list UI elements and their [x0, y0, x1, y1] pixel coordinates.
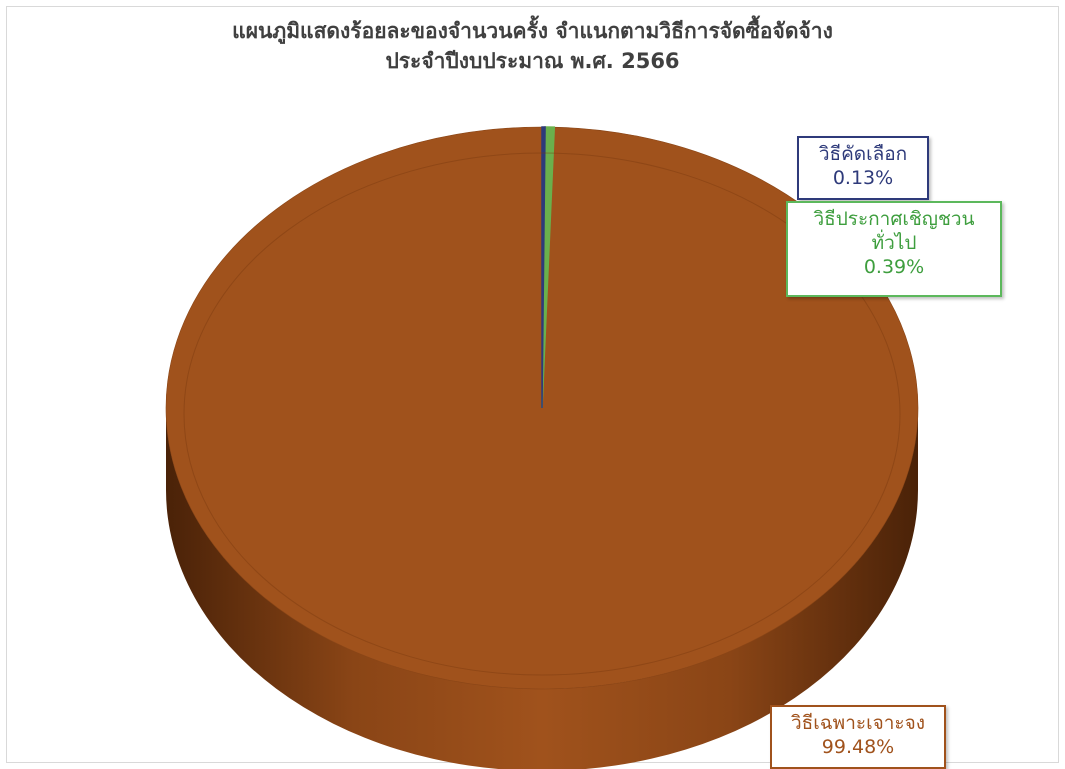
data-label-open-value: 0.39% — [863, 256, 925, 278]
data-label-open-invitation-method: วิธีประกาศเชิญชวน ทั่วไป 0.39% — [786, 201, 1002, 297]
chart-title-line-1: แผนภูมิแสดงร้อยละของจำนวนครั้ง จำแนกตามว… — [232, 19, 833, 43]
pie-slice-วิธีคัดเลือก — [541, 126, 546, 409]
data-label-selection-method: วิธีคัดเลือก 0.13% — [797, 136, 929, 200]
data-label-specific-method: วิธีเฉพาะเจาะจง 99.48% — [770, 705, 946, 769]
data-label-specific-name: วิธีเฉพาะเจาะจง — [790, 712, 925, 734]
data-label-specific-value: 99.48% — [821, 736, 895, 758]
pie-slices — [165, 126, 919, 769]
data-label-open-name-line-1: วิธีประกาศเชิญชวน — [813, 208, 975, 230]
pie-bevel-ring — [183, 152, 901, 676]
chart-title-line-2: ประจำปีงบประมาณ พ.ศ. 2566 — [385, 49, 680, 73]
data-label-open-name-line-2: ทั่วไป — [871, 232, 917, 254]
pie-side-wall — [166, 408, 918, 769]
chart-title: แผนภูมิแสดงร้อยละของจำนวนครั้ง จำแนกตามว… — [0, 16, 1065, 76]
data-label-selection-value: 0.13% — [832, 167, 894, 189]
data-label-selection-name: วิธีคัดเลือก — [818, 143, 908, 165]
